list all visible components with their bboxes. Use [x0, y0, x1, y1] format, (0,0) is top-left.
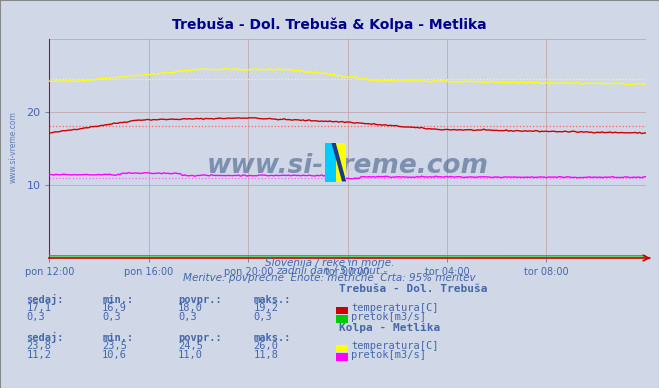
Text: 11,2: 11,2	[26, 350, 51, 360]
Text: 11,0: 11,0	[178, 350, 203, 360]
Text: pretok[m3/s]: pretok[m3/s]	[351, 312, 426, 322]
Text: www.si-vreme.com: www.si-vreme.com	[9, 111, 18, 184]
Text: temperatura[C]: temperatura[C]	[351, 303, 439, 313]
Text: zadnji dan / 5 minut.: zadnji dan / 5 minut.	[276, 265, 383, 275]
Text: 0,3: 0,3	[102, 312, 121, 322]
Text: Kolpa - Metlika: Kolpa - Metlika	[339, 322, 441, 333]
Text: Slovenija / reke in morje.: Slovenija / reke in morje.	[265, 258, 394, 268]
Text: sedaj:: sedaj:	[26, 294, 64, 305]
Text: 24,5: 24,5	[178, 341, 203, 351]
Text: Trebuša - Dol. Trebuša: Trebuša - Dol. Trebuša	[339, 284, 488, 294]
Text: min.:: min.:	[102, 294, 133, 305]
Text: www.si-vreme.com: www.si-vreme.com	[207, 153, 488, 179]
Polygon shape	[335, 143, 346, 182]
Text: 0,3: 0,3	[254, 312, 272, 322]
Text: povpr.:: povpr.:	[178, 333, 221, 343]
Polygon shape	[325, 143, 335, 182]
Text: povpr.:: povpr.:	[178, 294, 221, 305]
Text: sedaj:: sedaj:	[26, 332, 64, 343]
Text: 0,3: 0,3	[178, 312, 196, 322]
Text: Meritve: povprečne  Enote: metrične  Črta: 95% meritev: Meritve: povprečne Enote: metrične Črta:…	[183, 271, 476, 283]
Text: 26,0: 26,0	[254, 341, 279, 351]
Text: maks.:: maks.:	[254, 333, 291, 343]
Text: pretok[m3/s]: pretok[m3/s]	[351, 350, 426, 360]
Text: 10,6: 10,6	[102, 350, 127, 360]
Text: 11,8: 11,8	[254, 350, 279, 360]
Text: 19,2: 19,2	[254, 303, 279, 313]
Text: Trebuša - Dol. Trebuša & Kolpa - Metlika: Trebuša - Dol. Trebuša & Kolpa - Metlika	[172, 17, 487, 32]
Text: 17,1: 17,1	[26, 303, 51, 313]
Text: 18,0: 18,0	[178, 303, 203, 313]
Text: 16,9: 16,9	[102, 303, 127, 313]
Text: min.:: min.:	[102, 333, 133, 343]
Text: 23,5: 23,5	[102, 341, 127, 351]
Text: maks.:: maks.:	[254, 294, 291, 305]
Text: 0,3: 0,3	[26, 312, 45, 322]
Polygon shape	[331, 143, 346, 182]
Text: 23,8: 23,8	[26, 341, 51, 351]
Text: temperatura[C]: temperatura[C]	[351, 341, 439, 351]
